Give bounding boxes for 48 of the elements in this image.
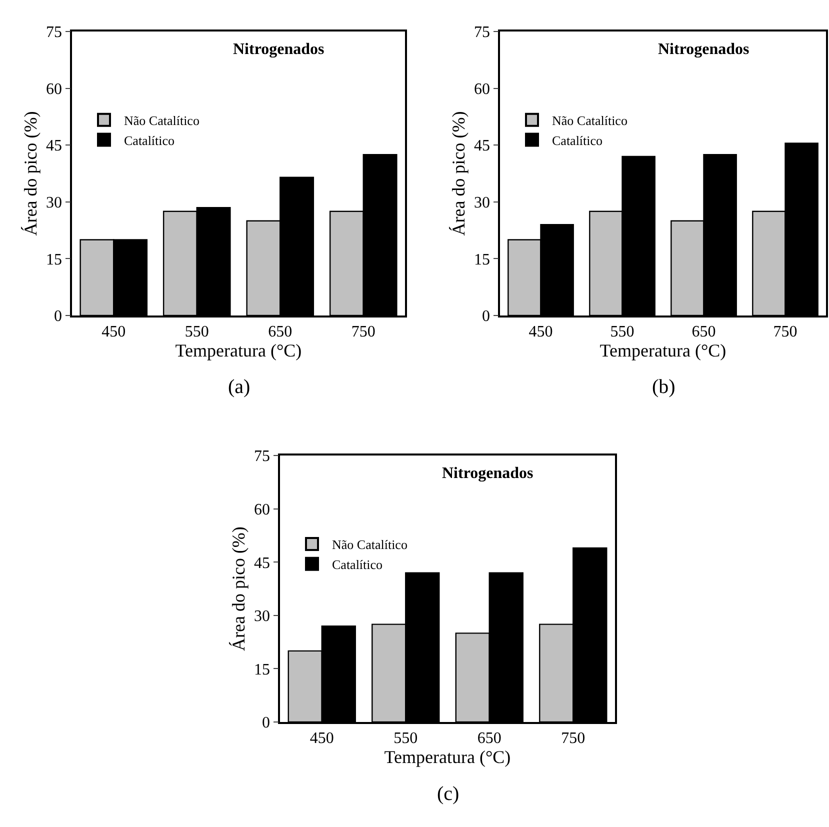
y-tick-label: 45: [46, 138, 62, 155]
legend-label: Não Catalítico: [552, 112, 628, 128]
text: (c): [437, 783, 460, 805]
y-tick-label: 30: [474, 194, 490, 212]
x-axis-title: Temperatura (°C): [600, 340, 726, 360]
text: Nitrogenados: [233, 41, 324, 58]
y-tick-label: 75: [46, 24, 62, 42]
legend-label: Catalítico: [332, 556, 383, 572]
x-tick-label: 750: [773, 323, 798, 340]
x-tick-label: 450: [528, 323, 553, 340]
y-tick-label: 60: [46, 80, 62, 98]
legend-label: Não Catalítico: [124, 112, 200, 128]
x-tick-label: 550: [184, 323, 209, 340]
x-axis-title: Temperatura (°C): [384, 746, 511, 767]
text: Nitrogenados: [658, 41, 750, 58]
y-tick-label: 30: [46, 194, 62, 212]
y-tick-label: 0: [482, 308, 490, 326]
y-tick-label: 15: [46, 251, 62, 268]
text: Nitrogenados: [442, 465, 534, 482]
text: (b): [652, 376, 676, 398]
text: (a): [228, 376, 250, 398]
y-tick-label: 15: [474, 251, 490, 268]
legend-label: Catalítico: [552, 132, 603, 148]
legend-label: Catalítico: [124, 132, 175, 148]
y-tick-label: 60: [474, 80, 490, 98]
x-tick-label: 650: [692, 323, 716, 340]
y-axis-title: Área do pico (%): [448, 111, 469, 236]
x-tick-label: 450: [310, 730, 334, 747]
y-tick-label: 0: [54, 308, 62, 326]
x-tick-label: 450: [102, 323, 126, 340]
legend-label: Não Catalítico: [332, 537, 408, 552]
x-tick-label: 550: [394, 730, 418, 747]
x-axis-title: Temperatura (°C): [175, 340, 302, 360]
y-tick-label: 45: [254, 554, 270, 572]
y-tick-label: 0: [262, 714, 270, 732]
y-tick-label: 60: [254, 501, 270, 518]
y-tick-label: 45: [474, 138, 490, 155]
y-axis-title: Área do pico (%): [228, 526, 249, 652]
y-tick-label: 30: [254, 608, 270, 626]
x-tick-label: 650: [268, 323, 292, 340]
x-tick-label: 750: [351, 323, 376, 340]
y-axis-title: Área do pico (%): [20, 111, 41, 236]
x-tick-label: 550: [610, 323, 634, 340]
y-tick-label: 75: [254, 448, 270, 466]
y-tick-label: 15: [254, 661, 270, 678]
y-tick-label: 75: [474, 24, 490, 42]
x-tick-label: 750: [561, 730, 586, 747]
x-tick-label: 650: [477, 730, 502, 747]
